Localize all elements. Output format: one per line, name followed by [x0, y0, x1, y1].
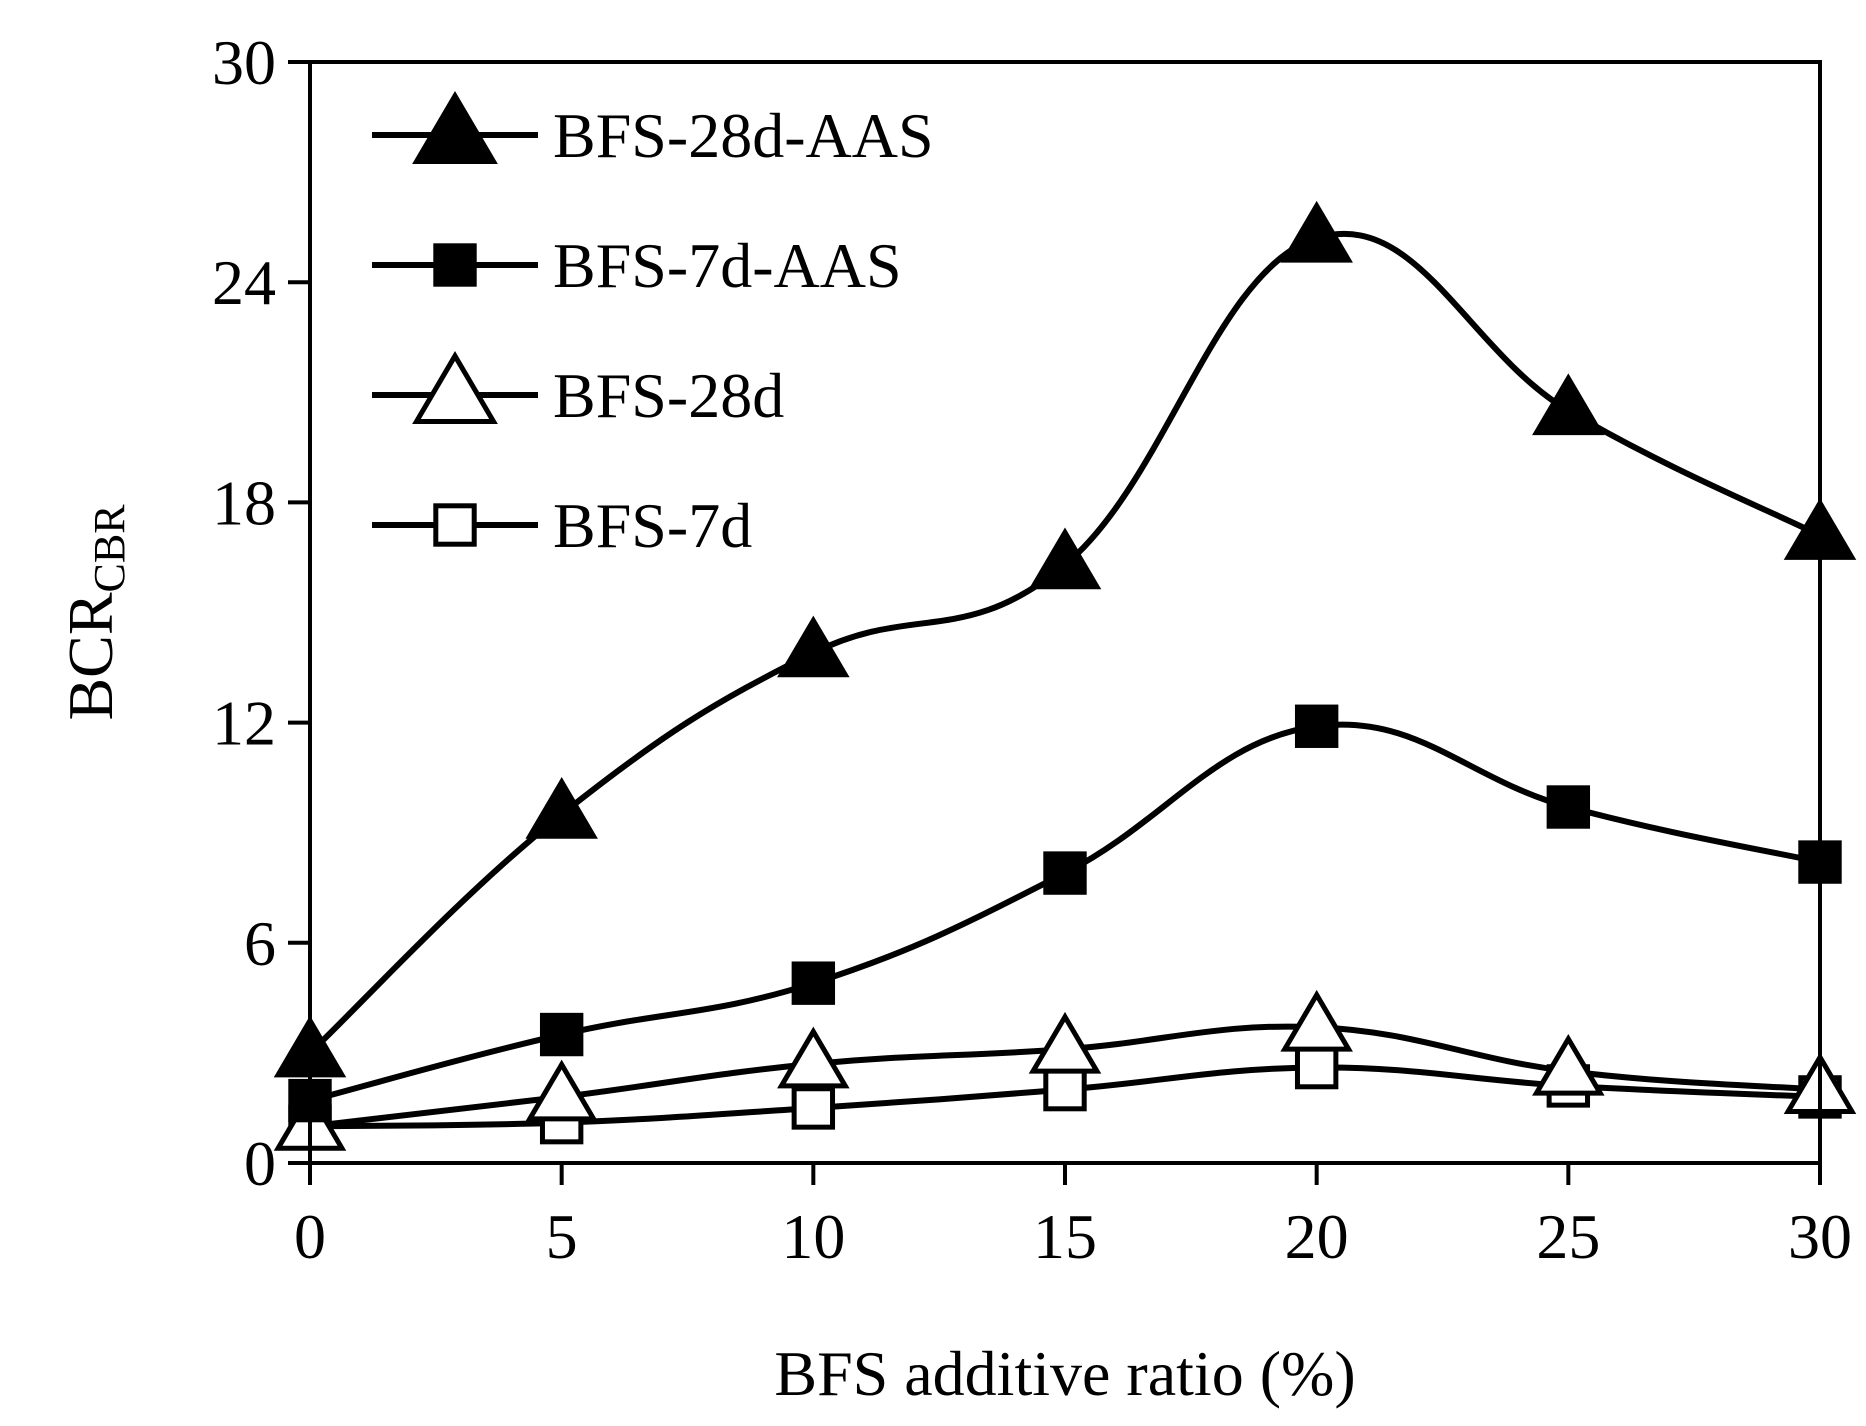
x-tick-label: 0: [294, 1201, 326, 1272]
data-point-bfs-7d-aas: [1294, 704, 1339, 748]
data-point-bfs-28d-aas: [777, 615, 850, 678]
y-tick-label: 0: [244, 1128, 276, 1199]
legend-item-bfs-7d-aas: BFS-7d-AAS: [372, 230, 902, 301]
data-point-bfs-7d-aas: [1546, 785, 1591, 829]
legend-item-bfs-28d: BFS-28d: [372, 351, 784, 431]
data-point-bfs-28d: [1532, 1033, 1605, 1096]
data-point-bfs-28d-aas: [1280, 200, 1353, 263]
legend-item-bfs-7d: BFS-7d: [372, 490, 752, 561]
data-point-bfs-7d-aas: [1043, 851, 1087, 895]
y-tick-label: 30: [212, 27, 276, 98]
data-point-bfs-7d: [791, 1086, 836, 1130]
y-axis-title-main: BCR: [55, 592, 126, 720]
legend: BFS-28d-AAS BFS-7d-AAS BFS-28d BFS-7d: [372, 91, 934, 561]
data-point-bfs-28d-aas: [525, 777, 598, 839]
data-point-bfs-28d: [1028, 1011, 1102, 1074]
x-tick-label: 15: [1033, 1201, 1097, 1272]
plot-frame: [308, 60, 1822, 1165]
data-point-bfs-7d-aas: [539, 1012, 584, 1057]
series-line-bfs-28d-aas: [307, 230, 1822, 1056]
x-tick-label: 5: [546, 1201, 578, 1272]
legend-marker-bfs-7d: [433, 503, 477, 547]
legend-marker-bfs-7d-aas: [433, 243, 477, 287]
legend-marker-bfs-28d: [412, 351, 498, 424]
data-point-bfs-28d-aas: [1532, 373, 1605, 436]
data-point-bfs-7d-aas: [791, 961, 836, 1005]
x-tick-label: 25: [1536, 1201, 1600, 1272]
x-axis-title: BFS additive ratio (%): [774, 1338, 1355, 1409]
legend-label-bfs-28d-aas: BFS-28d-AAS: [553, 100, 934, 171]
y-tick-label: 6: [244, 908, 276, 979]
y-axis-title-subscript: CBR: [85, 504, 134, 593]
data-point-bfs-28d-aas: [1028, 527, 1102, 590]
legend-item-bfs-28d-aas: BFS-28d-AAS: [372, 91, 934, 171]
series-layer: [273, 200, 1857, 1151]
data-point-bfs-7d: [1043, 1067, 1087, 1112]
data-point-bfs-7d: [1294, 1045, 1339, 1090]
x-tick-label: 10: [781, 1201, 845, 1272]
y-tick-label: 12: [212, 688, 276, 759]
ticks-layer: 0 5 10 15 20 25 30 0 6 12 18 24 30: [212, 27, 1852, 1272]
x-tick-label: 30: [1788, 1201, 1852, 1272]
legend-label-bfs-7d: BFS-7d: [553, 490, 752, 561]
legend-label-bfs-28d: BFS-28d: [553, 360, 784, 431]
legend-label-bfs-7d-aas: BFS-7d-AAS: [553, 230, 902, 301]
data-point-bfs-28d: [777, 1026, 850, 1089]
series-bfs-28d-aas: [273, 200, 1857, 1078]
y-tick-label: 18: [212, 467, 276, 538]
y-axis-title: BCRCBR: [55, 504, 134, 721]
y-tick-label: 24: [212, 247, 276, 318]
data-point-bfs-28d: [1280, 989, 1353, 1052]
x-tick-label: 20: [1285, 1201, 1349, 1272]
legend-marker-bfs-28d-aas: [412, 91, 498, 164]
data-point-bfs-28d: [525, 1059, 598, 1122]
